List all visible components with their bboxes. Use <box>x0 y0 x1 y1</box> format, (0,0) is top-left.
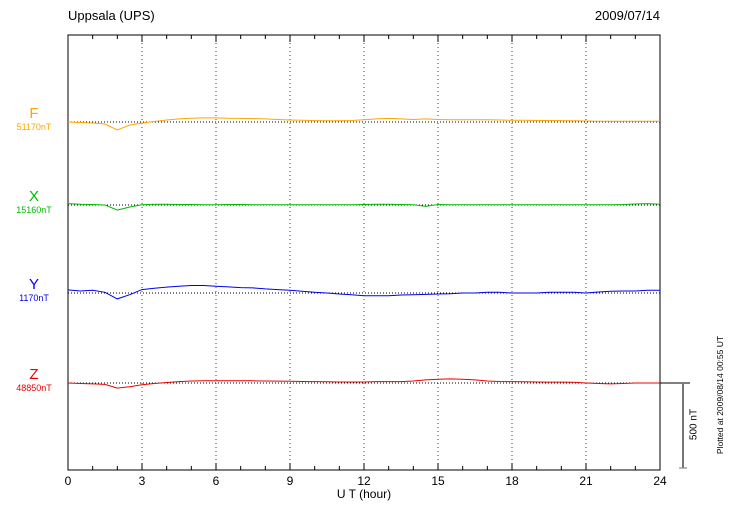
trace-Z <box>67 378 660 389</box>
x-tick-label: 24 <box>653 474 667 488</box>
x-tick-label: 12 <box>357 474 371 488</box>
series-baseline-value-Z: 48850nT <box>16 382 52 393</box>
series-baseline-value-F: 51170nT <box>16 121 52 132</box>
x-tick-label: 15 <box>431 474 445 488</box>
x-tick-label: 21 <box>579 474 593 488</box>
date-label: 2009/07/14 <box>594 8 660 23</box>
series-letter-Y: Y <box>28 276 39 293</box>
plotted-at-footnote: Plotted at 2009/08/14 00:55 UT <box>715 335 725 455</box>
series-label-F: F 51170nT <box>6 106 62 132</box>
x-tick-label: 9 <box>287 474 294 488</box>
series-letter-X: X <box>28 188 39 205</box>
x-tick-label: 6 <box>213 474 220 488</box>
trace-X <box>67 203 661 211</box>
series-label-X: X 15160nT <box>6 189 62 215</box>
station-title: Uppsala (UPS) <box>68 8 155 23</box>
series-label-Y: Y 1170nT <box>6 277 62 303</box>
x-tick-label: 18 <box>505 474 519 488</box>
trace-Y <box>67 285 660 300</box>
series-letter-F: F <box>29 105 39 122</box>
trace-F <box>67 117 660 131</box>
x-tick-label: 0 <box>65 474 72 488</box>
series-baseline-value-X: 15160nT <box>16 204 52 215</box>
x-axis-label: U T (hour) <box>336 487 392 501</box>
series-letter-Z: Z <box>29 366 39 383</box>
plot-border <box>67 34 661 471</box>
x-tick-label: 3 <box>139 474 146 488</box>
series-label-Z: Z 48850nT <box>6 367 62 393</box>
scale-bar-label: 500 nT <box>688 408 700 441</box>
series-baseline-value-Y: 1170nT <box>19 292 49 303</box>
